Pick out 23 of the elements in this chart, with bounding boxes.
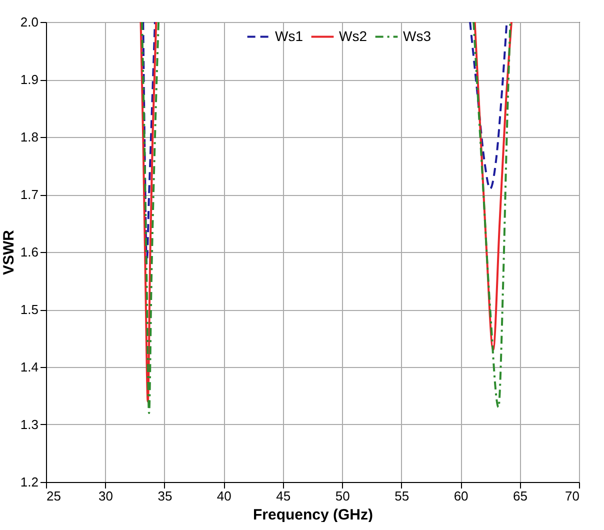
y-tick-label: 1.9 (20, 72, 38, 87)
y-axis-title: VSWR (0, 230, 18, 275)
y-tick-label: 1.2 (20, 474, 38, 490)
y-tick-label: 1.4 (20, 360, 38, 374)
legend-label: Ws1 (275, 28, 304, 44)
x-tick-label: 30 (98, 488, 113, 504)
x-tick-label: 55 (394, 488, 410, 504)
x-tick-label: 65 (513, 488, 528, 504)
y-tick-label: 1.7 (20, 187, 38, 202)
y-tick-label: 1.3 (20, 417, 38, 432)
y-tick-label: 1.5 (20, 302, 38, 317)
x-tick-label: 45 (276, 488, 291, 504)
y-tick-label: 2.0 (20, 14, 38, 30)
x-tick-label: 70 (565, 488, 580, 504)
legend-label: Ws2 (339, 28, 368, 44)
y-tick-label: 1.6 (20, 244, 38, 260)
x-tick-label: 35 (158, 488, 172, 504)
x-tick-label: 50 (335, 488, 350, 504)
x-tick-label: 60 (454, 488, 468, 504)
x-tick-label: 25 (46, 488, 61, 504)
legend-label: Ws3 (403, 28, 432, 44)
y-tick-label: 1.8 (20, 130, 38, 144)
x-tick-label: 40 (216, 488, 232, 504)
